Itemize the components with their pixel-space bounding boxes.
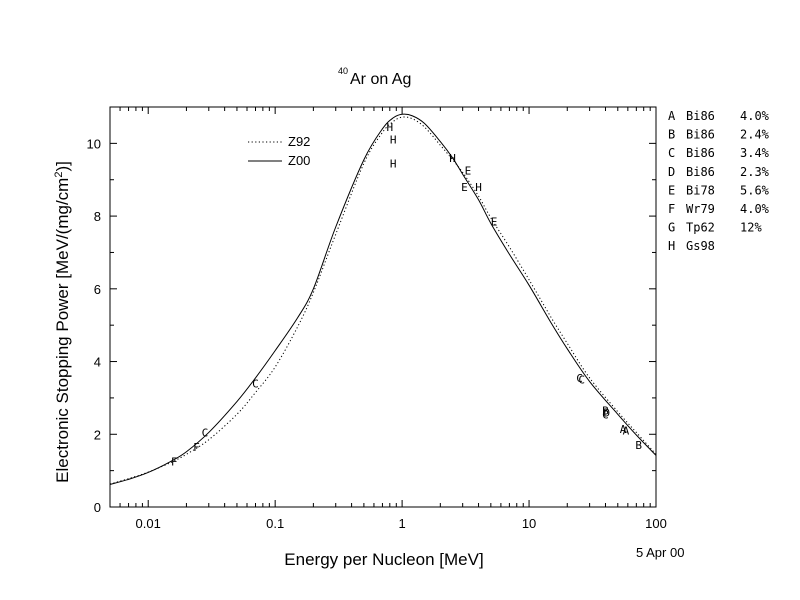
- reference-key: A Bi86 4.0% B Bi86 2.4% C Bi86 3.4% D Bi86 2.3% E Bi7…: [668, 109, 770, 253]
- data-marker: F: [193, 441, 200, 454]
- data-marker: B: [635, 439, 642, 452]
- reference-key-letter: B: [668, 128, 675, 142]
- reference-key-error: 5.6%: [740, 183, 770, 197]
- data-marker: C: [602, 408, 609, 421]
- reference-key-error: 2.3%: [740, 165, 770, 179]
- reference-key-error: 4.0%: [740, 109, 770, 123]
- data-marker: E: [461, 181, 468, 194]
- data-marker: E: [491, 216, 498, 229]
- legend-label-z00: Z00: [288, 153, 310, 168]
- reference-key-source: Gs98: [686, 239, 715, 253]
- date-stamp: 5 Apr 00: [636, 545, 684, 560]
- data-marker: C: [202, 426, 209, 439]
- reference-key-letter: F: [668, 202, 675, 216]
- reference-key-source: Bi86: [686, 128, 715, 142]
- data-marker: C: [252, 377, 259, 390]
- x-axis-label: Energy per Nucleon [MeV]: [284, 550, 483, 569]
- y-tick-label: 2: [94, 427, 101, 442]
- y-tick-label: 4: [94, 355, 101, 370]
- y-tick-label: 0: [94, 500, 101, 515]
- reference-key-error: 3.4%: [740, 146, 770, 160]
- x-tick-label: 1: [398, 516, 405, 531]
- plot-frame: [109, 106, 657, 508]
- reference-key-error: 12%: [740, 221, 762, 235]
- reference-key-source: Wr79: [686, 202, 715, 216]
- chart-title: Ar on Ag: [350, 71, 411, 88]
- y-tick-label: 10: [87, 136, 101, 151]
- data-marker: F: [171, 456, 178, 469]
- reference-key-error: 2.4%: [740, 128, 770, 142]
- y-axis-label-main: Electronic Stopping Power [MeV/(mg/cm: [53, 178, 72, 483]
- y-axis-ticks: 0 2 4 6 8 10: [87, 106, 656, 515]
- x-tick-label: 0.1: [266, 516, 284, 531]
- data-marker: C: [576, 372, 583, 385]
- data-marker: H: [475, 181, 482, 194]
- curves: [109, 113, 657, 485]
- y-axis-label-end: )]: [53, 161, 72, 171]
- reference-key-error: 4.0%: [740, 202, 770, 216]
- data-marker: H: [390, 134, 397, 147]
- y-tick-label: 6: [94, 282, 101, 297]
- series-line-z00: [109, 113, 657, 485]
- reference-key-letter: C: [668, 146, 675, 160]
- data-marker: B: [602, 405, 609, 418]
- reference-key-letter: G: [668, 221, 675, 235]
- reference-key-source: Bi86: [686, 165, 715, 179]
- series-line-z92: [109, 116, 657, 485]
- reference-key-source: Bi78: [686, 183, 715, 197]
- reference-key-letter: D: [668, 165, 675, 179]
- reference-key-source: Bi86: [686, 109, 715, 123]
- reference-key-letter: E: [668, 183, 675, 197]
- data-marker: E: [465, 165, 472, 178]
- data-marker: A: [620, 423, 627, 436]
- data-marker: D: [604, 406, 611, 419]
- x-tick-label: 10: [522, 516, 536, 531]
- x-axis-ticks: 0.01 0.1 1 10 100: [109, 107, 667, 531]
- reference-key-source: Bi86: [686, 146, 715, 160]
- reference-key-source: Tp62: [686, 221, 715, 235]
- legend-label-z92: Z92: [288, 134, 310, 149]
- data-marker: H: [449, 152, 456, 165]
- y-axis-label: Electronic Stopping Power [MeV/(mg/cm2)]: [53, 161, 72, 483]
- chart-title-superscript: 40: [338, 66, 348, 76]
- y-tick-label: 8: [94, 209, 101, 224]
- legend: Z92 Z00: [248, 134, 310, 168]
- data-marker: H: [386, 121, 393, 134]
- x-tick-label: 100: [645, 516, 667, 531]
- reference-key-letter: H: [668, 239, 675, 253]
- x-tick-label: 0.01: [136, 516, 161, 531]
- data-marker: H: [390, 157, 397, 170]
- y-axis-label-superscript: 2: [53, 172, 65, 178]
- reference-key-letter: A: [668, 109, 676, 123]
- data-marker: A: [623, 425, 630, 438]
- data-marker: C: [578, 374, 585, 387]
